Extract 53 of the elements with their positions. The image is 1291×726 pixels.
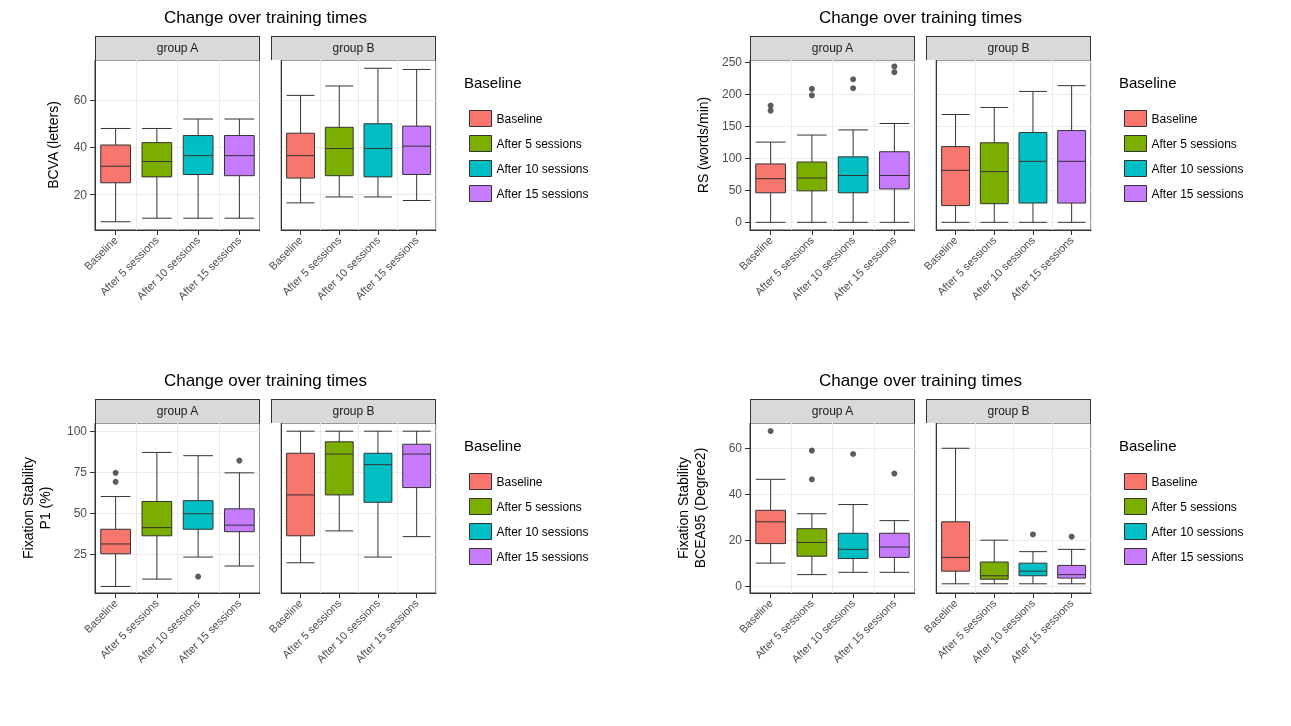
y-tick-label: 150	[721, 119, 743, 134]
y-tick-label: 0	[735, 215, 743, 230]
y-axis-title: Fixation Stability P1 (%)	[19, 457, 53, 559]
y-tick-label: 60	[728, 441, 743, 456]
legend-label: After 15 sessions	[1151, 549, 1244, 564]
legend-label: After 5 sessions	[1151, 499, 1237, 514]
chart-subtitle: group B	[926, 36, 1091, 60]
legend-label: After 5 sessions	[496, 499, 582, 514]
chart-subtitle: group B	[271, 36, 436, 60]
y-axis-title: Fixation Stability BCEA95 (Degree2)	[674, 447, 708, 569]
y-tick-label: 20	[73, 187, 88, 202]
legend-label: After 5 sessions	[496, 136, 582, 151]
chart-subtitle: group A	[95, 36, 260, 60]
y-tick-label: 50	[73, 505, 88, 520]
chart-subtitle: group A	[750, 36, 915, 60]
legend-label: After 10 sessions	[1151, 161, 1244, 176]
legend-label: After 15 sessions	[1151, 186, 1244, 201]
legend-label: Baseline	[1151, 111, 1198, 126]
y-tick-label: 0	[735, 579, 743, 594]
legend-label: After 5 sessions	[1151, 136, 1237, 151]
chart-subtitle: group A	[750, 399, 915, 423]
y-tick-label: 60	[73, 93, 88, 108]
legend-label: After 10 sessions	[496, 524, 589, 539]
y-axis-title: BCVA (letters)	[44, 101, 61, 189]
legend-label: After 15 sessions	[496, 549, 589, 564]
chart-title: Change over training times	[163, 8, 368, 28]
y-tick-label: 200	[721, 87, 743, 101]
legend-title: Baseline	[464, 74, 522, 91]
legend-label: After 10 sessions	[1151, 524, 1244, 539]
y-tick-label: 25	[73, 546, 88, 561]
legend-title: Baseline	[464, 437, 522, 454]
chart-subtitle: group A	[95, 399, 260, 423]
y-tick-label: 20	[728, 533, 743, 548]
y-tick-label: 40	[73, 140, 88, 155]
legend-label: After 15 sessions	[496, 186, 589, 201]
legend-label: Baseline	[496, 474, 543, 489]
legend-label: Baseline	[496, 111, 543, 126]
legend-title: Baseline	[1119, 437, 1177, 454]
y-tick-label: 75	[73, 465, 88, 480]
legend-label: After 10 sessions	[496, 161, 589, 176]
y-tick-label: 100	[66, 424, 88, 439]
legend-label: Baseline	[1151, 474, 1198, 489]
chart-title: Change over training times	[818, 371, 1023, 391]
chart-subtitle: group B	[271, 399, 436, 423]
y-tick-label: 100	[721, 151, 743, 166]
chart-subtitle: group B	[926, 399, 1091, 423]
chart-title: Change over training times	[818, 8, 1023, 28]
y-tick-label: 40	[728, 487, 743, 502]
chart-title: Change over training times	[163, 371, 368, 391]
legend-title: Baseline	[1119, 74, 1177, 91]
y-tick-label: 250	[721, 54, 743, 69]
y-tick-label: 50	[728, 183, 743, 198]
y-axis-title: RS (words/min)	[694, 96, 711, 194]
